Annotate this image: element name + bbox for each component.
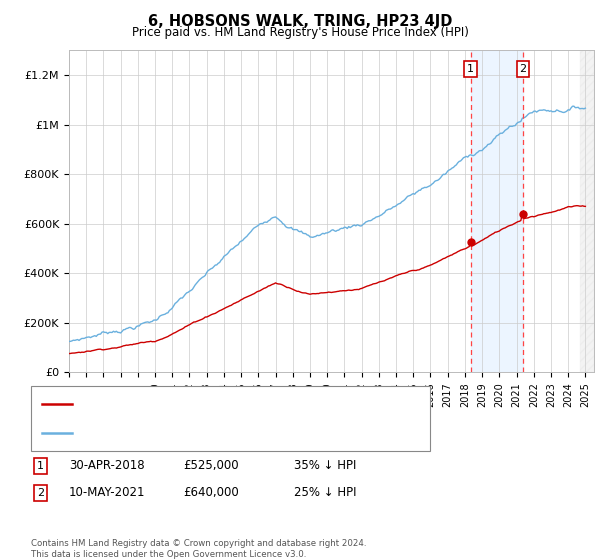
Bar [580, 50, 594, 372]
Text: 10-MAY-2021: 10-MAY-2021 [69, 486, 146, 500]
Text: 1: 1 [37, 461, 44, 471]
Text: Price paid vs. HM Land Registry's House Price Index (HPI): Price paid vs. HM Land Registry's House … [131, 26, 469, 39]
Text: 1: 1 [467, 64, 474, 74]
Text: £525,000: £525,000 [183, 459, 239, 473]
Text: 30-APR-2018: 30-APR-2018 [69, 459, 145, 473]
Text: Contains HM Land Registry data © Crown copyright and database right 2024.
This d: Contains HM Land Registry data © Crown c… [31, 539, 367, 559]
Text: 25% ↓ HPI: 25% ↓ HPI [294, 486, 356, 500]
Text: 6, HOBSONS WALK, TRING, HP23 4JD (detached house): 6, HOBSONS WALK, TRING, HP23 4JD (detach… [79, 399, 380, 409]
Text: HPI: Average price, detached house, Dacorum: HPI: Average price, detached house, Daco… [79, 428, 331, 438]
Text: 2: 2 [37, 488, 44, 498]
Text: £640,000: £640,000 [183, 486, 239, 500]
Bar [470, 50, 523, 372]
Text: 6, HOBSONS WALK, TRING, HP23 4JD: 6, HOBSONS WALK, TRING, HP23 4JD [148, 14, 452, 29]
Text: 35% ↓ HPI: 35% ↓ HPI [294, 459, 356, 473]
Text: 2: 2 [520, 64, 526, 74]
